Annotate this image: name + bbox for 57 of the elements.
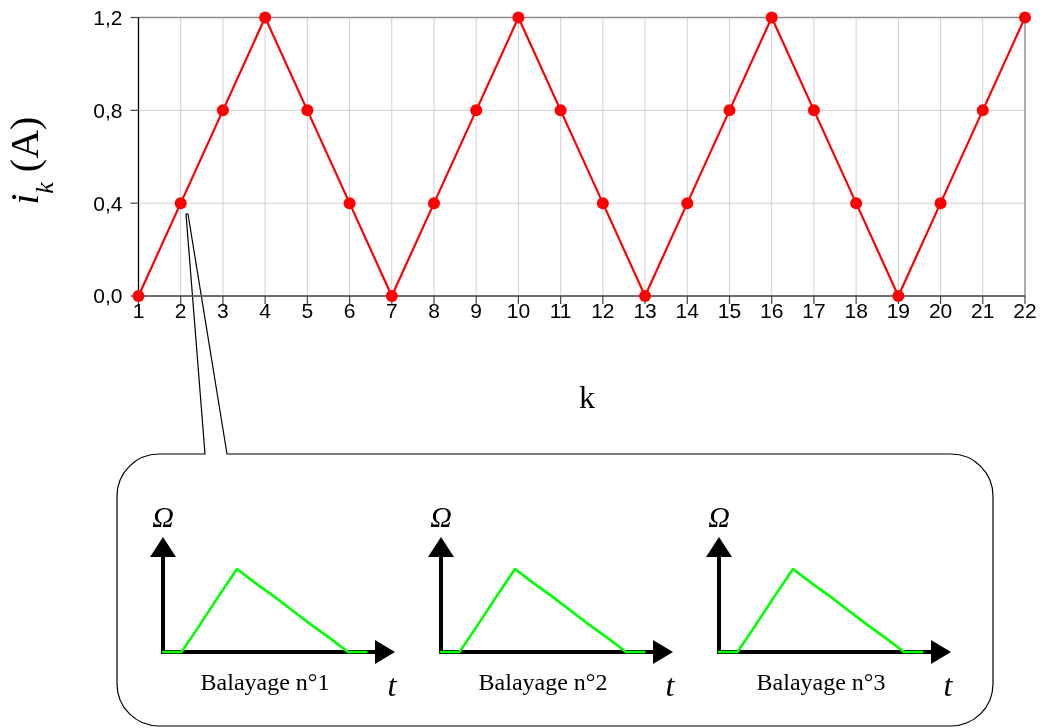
point xyxy=(301,104,314,117)
y-axis-title: Ω xyxy=(430,500,452,533)
y-axis-title: Ω xyxy=(708,500,730,533)
point xyxy=(428,197,440,210)
point xyxy=(216,104,229,117)
point xyxy=(807,104,820,117)
point xyxy=(765,11,778,24)
point xyxy=(554,104,567,117)
x-tick-label: 22 xyxy=(1013,299,1037,322)
point xyxy=(512,11,525,24)
point xyxy=(976,104,989,117)
point xyxy=(639,290,652,302)
point xyxy=(596,197,609,210)
x-tick-label: 12 xyxy=(591,299,615,322)
x-tick-label: 10 xyxy=(506,299,531,322)
x-tick-label: 7 xyxy=(385,299,398,322)
x-axis-title: k xyxy=(579,379,595,415)
point xyxy=(723,104,736,117)
x-tick-label: 3 xyxy=(217,299,229,322)
point xyxy=(470,104,483,117)
point xyxy=(681,197,694,210)
x-tick-label: 11 xyxy=(549,299,572,322)
text: Balayage n°3 xyxy=(756,669,886,695)
x-tick-label: 2 xyxy=(174,299,187,322)
x-tick-label: 17 xyxy=(802,299,826,322)
x-tick-label: 20 xyxy=(928,299,953,322)
x-tick-label: 1 xyxy=(132,299,145,322)
point xyxy=(174,197,187,210)
y-tick-label: 0,8 xyxy=(93,98,123,122)
x-tick-label: 5 xyxy=(301,299,314,322)
point xyxy=(259,11,272,24)
point xyxy=(850,197,863,210)
x-tick-label: 4 xyxy=(259,299,272,322)
x-tick-label: 6 xyxy=(343,299,356,322)
x-axis-title: t xyxy=(943,667,954,703)
x-tick-label: 9 xyxy=(470,299,483,322)
x-axis-title: t xyxy=(665,667,676,703)
x-tick-label: 8 xyxy=(428,299,440,322)
point xyxy=(1019,11,1031,24)
x-tick-label: 14 xyxy=(675,299,700,322)
y-axis-title: Ω xyxy=(152,500,174,533)
point xyxy=(385,290,398,302)
y-tick-label: 0,0 xyxy=(93,284,123,308)
x-tick-label: 16 xyxy=(760,299,784,322)
point xyxy=(343,197,356,210)
x-tick-label: 19 xyxy=(886,299,911,322)
x-axis-title: t xyxy=(387,667,398,703)
point xyxy=(934,197,947,210)
text: Balayage n°1 xyxy=(200,669,330,695)
x-tick-label: 15 xyxy=(717,299,742,322)
point xyxy=(892,290,905,302)
text: Balayage n°2 xyxy=(478,669,608,695)
y-tick-label: 0,4 xyxy=(93,191,123,215)
x-tick-label: 21 xyxy=(971,299,995,322)
x-tick-label: 13 xyxy=(633,299,657,322)
x-tick-label: 18 xyxy=(844,299,868,322)
y-tick-label: 1,2 xyxy=(93,5,123,29)
